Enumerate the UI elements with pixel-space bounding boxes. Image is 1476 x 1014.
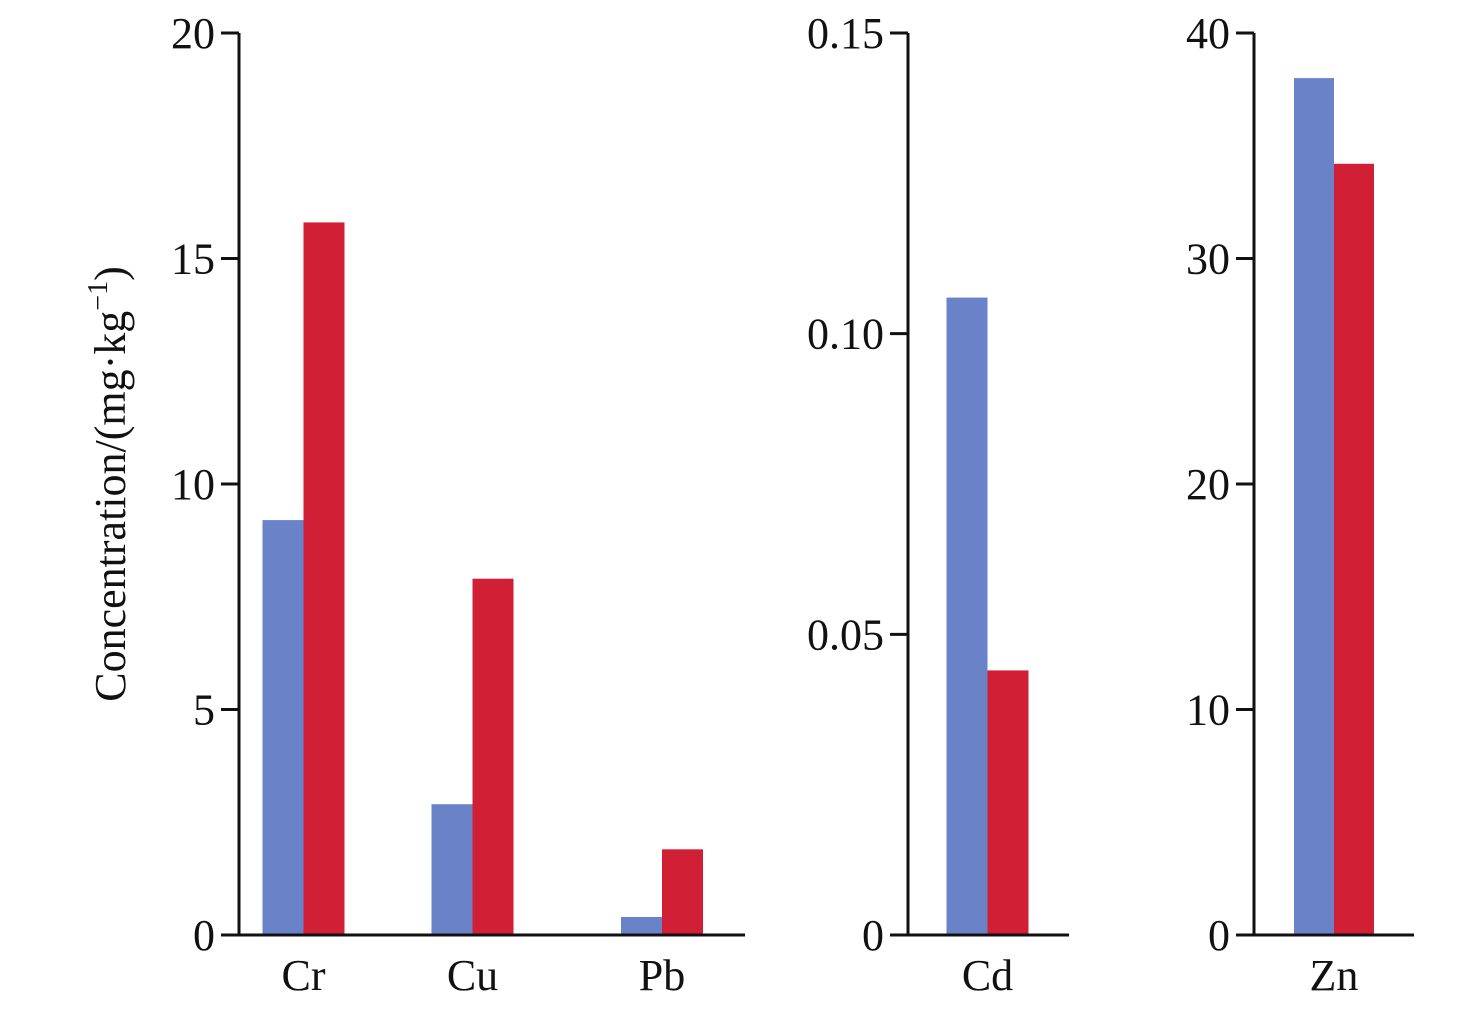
y-tick-label: 15 bbox=[171, 235, 215, 284]
panel-3: Zn 0 10 20 30 40 bbox=[1186, 9, 1414, 1000]
bar-cd-blue bbox=[946, 297, 988, 935]
y-tick-label: 0.15 bbox=[807, 9, 884, 58]
panel-1: Cr Cu Pb 0 5 10 15 20 bbox=[171, 9, 745, 1000]
x-tick-label-cu: Cu bbox=[447, 951, 498, 1000]
y-axis-label: Concentration/(mg·kg−1) bbox=[83, 266, 135, 701]
bar-pb-blue bbox=[621, 916, 662, 935]
bar-cr-red bbox=[303, 222, 345, 936]
y-tick-label: 0.05 bbox=[807, 610, 884, 659]
bar-zn-red bbox=[1334, 163, 1374, 936]
y-tick-label: 30 bbox=[1186, 235, 1230, 284]
x-tick-label-pb: Pb bbox=[639, 951, 685, 1000]
bar-cd-red bbox=[987, 670, 1029, 935]
x-tick-label-zn: Zn bbox=[1310, 951, 1359, 1000]
y-tick-label: 40 bbox=[1186, 9, 1230, 58]
y-axis-label-main: Concentration/(mg·kg bbox=[86, 311, 135, 702]
y-tick-label: 20 bbox=[171, 9, 215, 58]
bar-cu-red bbox=[472, 578, 514, 935]
y-axis-label-superscript: −1 bbox=[83, 281, 114, 311]
chart-panels: Cr Cu Pb 0 5 10 15 20 Cd 0 0.05 0.10 0.15 Zn 0 10 20 30 40 bbox=[171, 9, 1414, 1000]
bar-pb-red bbox=[662, 849, 703, 935]
y-tick-label: 10 bbox=[171, 460, 215, 509]
x-tick-label-cd: Cd bbox=[962, 951, 1013, 1000]
panel-2: Cd 0 0.05 0.10 0.15 bbox=[807, 9, 1069, 1000]
bar-zn-blue bbox=[1294, 78, 1334, 936]
y-tick-label: 0 bbox=[1208, 911, 1230, 960]
y-tick-label: 0 bbox=[862, 911, 884, 960]
bar-cr-blue bbox=[262, 520, 304, 935]
y-tick-label: 10 bbox=[1186, 686, 1230, 735]
y-axis-label-close: ) bbox=[86, 266, 135, 281]
y-tick-label: 0 bbox=[193, 911, 215, 960]
x-tick-label-cr: Cr bbox=[282, 951, 326, 1000]
y-tick-label: 5 bbox=[193, 686, 215, 735]
y-tick-label: 0.10 bbox=[807, 310, 884, 359]
y-tick-label: 20 bbox=[1186, 460, 1230, 509]
bar-cu-blue bbox=[431, 804, 473, 935]
